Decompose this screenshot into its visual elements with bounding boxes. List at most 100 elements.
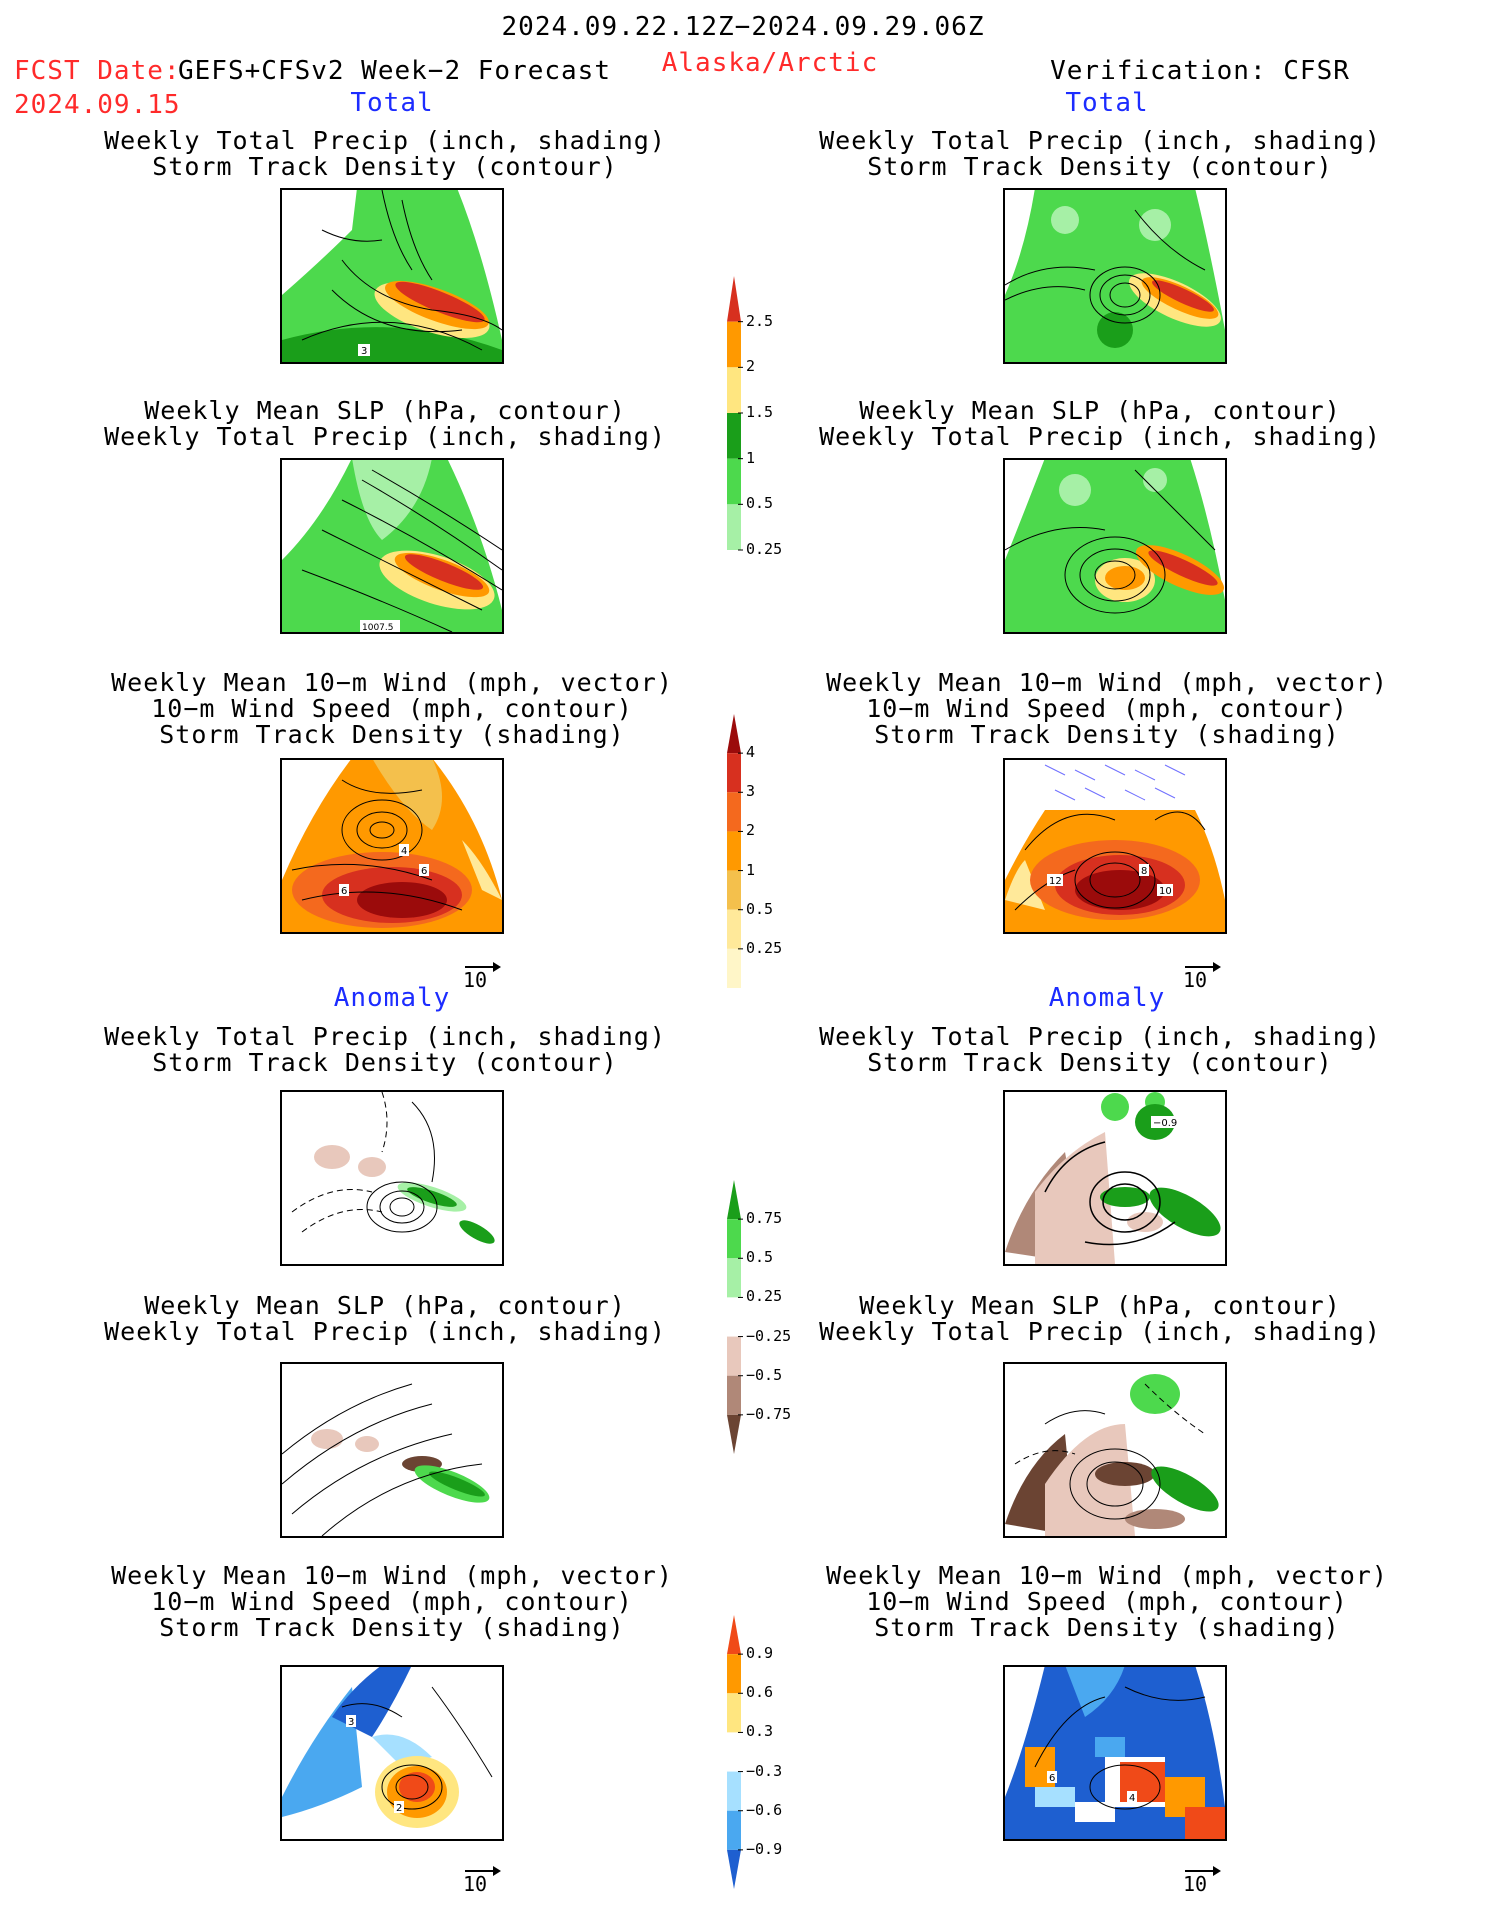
colorbar-swatch — [727, 909, 741, 949]
vector-ref-l1: 10 — [463, 962, 501, 990]
colorbar-label: −0.25 — [746, 1326, 792, 1345]
map-obs-anom-wind-track: 6 4 — [1003, 1665, 1227, 1841]
colorbar-precip-anom: 0.75 0.5 0.25 −0.25 −0.5 −0.75 — [724, 1172, 814, 1462]
contour-label-3: 3 — [361, 346, 367, 357]
map-obs-wind-track: 12 8 10 — [1003, 758, 1227, 934]
colorbar-swatch — [727, 413, 741, 459]
section-anomaly-right: Anomaly — [1048, 983, 1166, 1013]
colorbar-label: 0.25 — [746, 1287, 783, 1306]
colorbar-swatch — [727, 1219, 741, 1259]
contour-label-o2: 8 — [1141, 866, 1147, 877]
colorbar-label: 0.6 — [746, 1683, 774, 1702]
colorbar-swatch — [727, 753, 741, 793]
subtitle-l2: Weekly Mean SLP (hPa, contour) Weekly Tot… — [104, 396, 666, 451]
colorbar-swatch — [727, 1297, 741, 1337]
contour-label-b1: 6 — [1049, 1773, 1055, 1784]
vector-ref-l2: 10 — [463, 1866, 501, 1894]
colorbar-label: −0.5 — [746, 1365, 783, 1384]
colorbar-swatch — [727, 321, 741, 368]
subtitle-l5: Weekly Mean SLP (hPa, contour) Weekly Tot… — [104, 1291, 666, 1346]
section-anomaly-left: Anomaly — [333, 983, 451, 1013]
vector-ref-r2: 10 — [1183, 1866, 1221, 1894]
subtitle-l3: Weekly Mean 10−m Wind (mph, vector) 10−m … — [111, 668, 673, 749]
colorbar-label: −0.75 — [746, 1404, 792, 1423]
colorbar-label: 2 — [746, 357, 756, 376]
colorbar-swatch — [727, 948, 741, 988]
colorbar-swatch — [727, 1693, 741, 1733]
region-label: Alaska/Arctic — [661, 48, 879, 78]
colorbar-label: −0.3 — [746, 1761, 783, 1780]
colorbar-label: 0.25 — [746, 938, 783, 957]
vector-ref-r1: 10 — [1183, 962, 1221, 990]
contour-label-a2: 2 — [396, 1803, 402, 1814]
subtitle-l1: Weekly Total Precip (inch, shading) Storm… — [104, 126, 666, 181]
colorbar-label: −0.9 — [746, 1839, 783, 1858]
contour-label-o3: 10 — [1159, 886, 1172, 897]
contour-label-w3: 6 — [421, 866, 427, 877]
map-obs-anom-slp-precip — [1003, 1362, 1227, 1538]
map-obs-anom-precip-track: −0.9 — [1003, 1090, 1227, 1266]
contour-label-anom: −0.9 — [1153, 1118, 1177, 1129]
colorbar-swatch — [727, 1654, 741, 1694]
colorbar-swatch — [727, 1732, 741, 1772]
map-fcst-anom-precip-track — [280, 1090, 504, 1266]
contour-label-o1: 12 — [1049, 876, 1062, 887]
subtitle-r4: Weekly Total Precip (inch, shading) Storm… — [819, 1022, 1381, 1077]
map-fcst-wind-track: 6 4 6 — [280, 758, 504, 934]
colorbar-label: 2.5 — [746, 311, 774, 330]
colorbar-label: 3 — [746, 782, 756, 801]
colorbar-swatch — [727, 1258, 741, 1298]
fcst-model-label: GEFS+CFSv2 Week−2 Forecast — [178, 56, 611, 86]
colorbar-label: 0.5 — [746, 494, 774, 513]
colorbar-track-total: 4 3 2 1 0.5 0.25 — [724, 706, 794, 996]
subtitle-r2: Weekly Mean SLP (hPa, contour) Weekly Tot… — [819, 396, 1381, 451]
colorbar-swatch — [727, 1810, 741, 1850]
colorbar-label: 0.3 — [746, 1722, 774, 1741]
fcst-date-label: FCST Date: — [14, 56, 181, 86]
colorbar-swatch — [727, 1771, 741, 1811]
subtitle-r5: Weekly Mean SLP (hPa, contour) Weekly Tot… — [819, 1291, 1381, 1346]
map-fcst-anom-wind-track: 3 2 — [280, 1665, 504, 1841]
colorbar-swatch — [727, 458, 741, 505]
verification-label: Verification: CFSR — [1050, 56, 1350, 86]
colorbar-swatch — [727, 1180, 741, 1220]
map-obs-slp-precip — [1003, 458, 1227, 634]
colorbar-track-anom: 0.9 0.6 0.3 −0.3 −0.6 −0.9 — [724, 1607, 814, 1897]
colorbar-label: 4 — [746, 743, 756, 762]
subtitle-r6: Weekly Mean 10−m Wind (mph, vector) 10−m … — [826, 1561, 1388, 1642]
subtitle-r1: Weekly Total Precip (inch, shading) Storm… — [819, 126, 1381, 181]
section-total-left: Total — [350, 88, 434, 118]
fcst-date-value: 2024.09.15 — [14, 90, 181, 120]
colorbar-label: 1 — [746, 860, 756, 879]
colorbar-swatch — [727, 714, 741, 754]
colorbar-label: 0.5 — [746, 899, 774, 918]
subtitle-r3: Weekly Mean 10−m Wind (mph, vector) 10−m … — [826, 668, 1388, 749]
subtitle-l4: Weekly Total Precip (inch, shading) Storm… — [104, 1022, 666, 1077]
colorbar-label: 0.5 — [746, 1248, 774, 1267]
colorbar-swatch — [727, 1849, 741, 1889]
date-range-title: 2024.09.22.12Z−2024.09.29.06Z — [501, 12, 985, 42]
colorbar-label: 1.5 — [746, 403, 774, 421]
colorbar-label: 0.25 — [746, 540, 783, 558]
colorbar-swatch — [727, 792, 741, 832]
colorbar-swatch — [727, 1615, 741, 1655]
contour-label-slp: 1007.5 — [362, 623, 394, 632]
section-total-right: Total — [1065, 88, 1149, 118]
subtitle-l6: Weekly Mean 10−m Wind (mph, vector) 10−m … — [111, 1561, 673, 1642]
contour-label-w2: 4 — [401, 846, 407, 857]
contour-label-box — [358, 344, 370, 356]
map-obs-precip-track — [1003, 188, 1227, 364]
colorbar-label: 0.75 — [746, 1209, 783, 1228]
colorbar-swatch — [727, 1375, 741, 1415]
colorbar-swatch — [727, 831, 741, 871]
colorbar-label: 2 — [746, 821, 756, 840]
colorbar-swatch — [727, 367, 741, 413]
map-fcst-slp-precip: 1007.5 — [280, 458, 504, 634]
contour-label-w1: 6 — [341, 886, 347, 897]
map-fcst-anom-slp-precip — [280, 1362, 504, 1538]
colorbar-swatch — [727, 276, 741, 322]
map-fcst-precip-track: 3 — [280, 188, 504, 364]
colorbar-swatch — [727, 1336, 741, 1376]
colorbar-swatch — [727, 504, 741, 550]
colorbar-swatch — [727, 870, 741, 910]
